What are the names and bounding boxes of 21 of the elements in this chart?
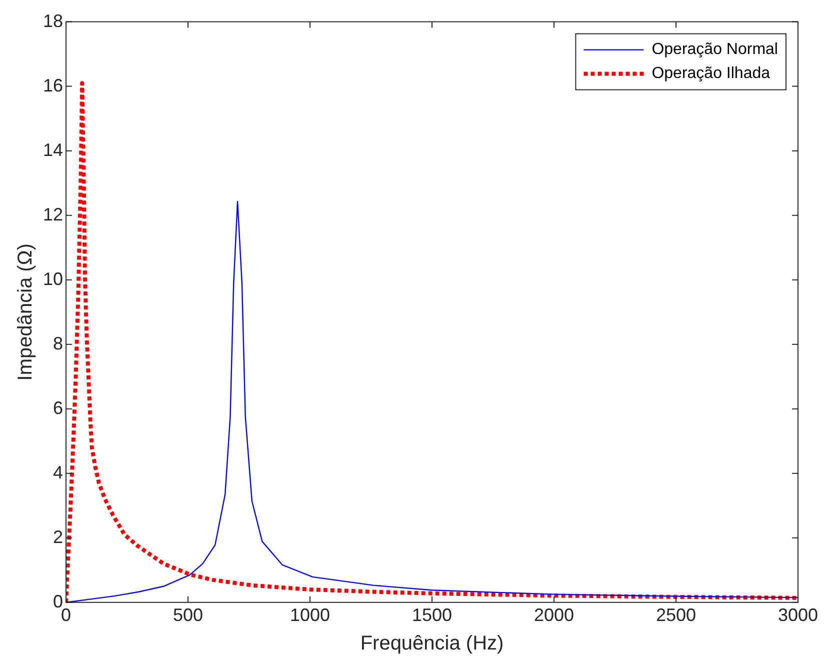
x-axis-title: Frequência (Hz) — [360, 632, 504, 655]
x-tick-label: 500 — [172, 605, 204, 626]
x-tick-label: 1500 — [412, 605, 452, 626]
x-tick-label: 2000 — [534, 605, 574, 626]
y-tick-label: 6 — [53, 398, 64, 418]
y-tick-label: 18 — [42, 10, 64, 31]
x-tick-label: 3000 — [778, 605, 818, 626]
line-series — [66, 81, 798, 602]
y-tick-label: 8 — [53, 333, 64, 354]
legend-label: Operação Ilhada — [652, 65, 770, 82]
y-axis-title: Impedância (Ω) — [14, 243, 37, 381]
y-tick-label: 4 — [53, 462, 64, 482]
y-tick-label: 10 — [42, 268, 64, 289]
y-tick-label: 0 — [53, 591, 64, 612]
y-tick-label: 2 — [53, 526, 64, 547]
x-tick-label: 1000 — [290, 605, 330, 626]
y-tick-label: 12 — [42, 204, 64, 224]
y-tick-label: 14 — [42, 140, 64, 160]
x-tick-label: 2500 — [656, 605, 696, 626]
y-tick-label: 16 — [42, 75, 64, 96]
legend-label: Operação Normal — [652, 41, 778, 58]
